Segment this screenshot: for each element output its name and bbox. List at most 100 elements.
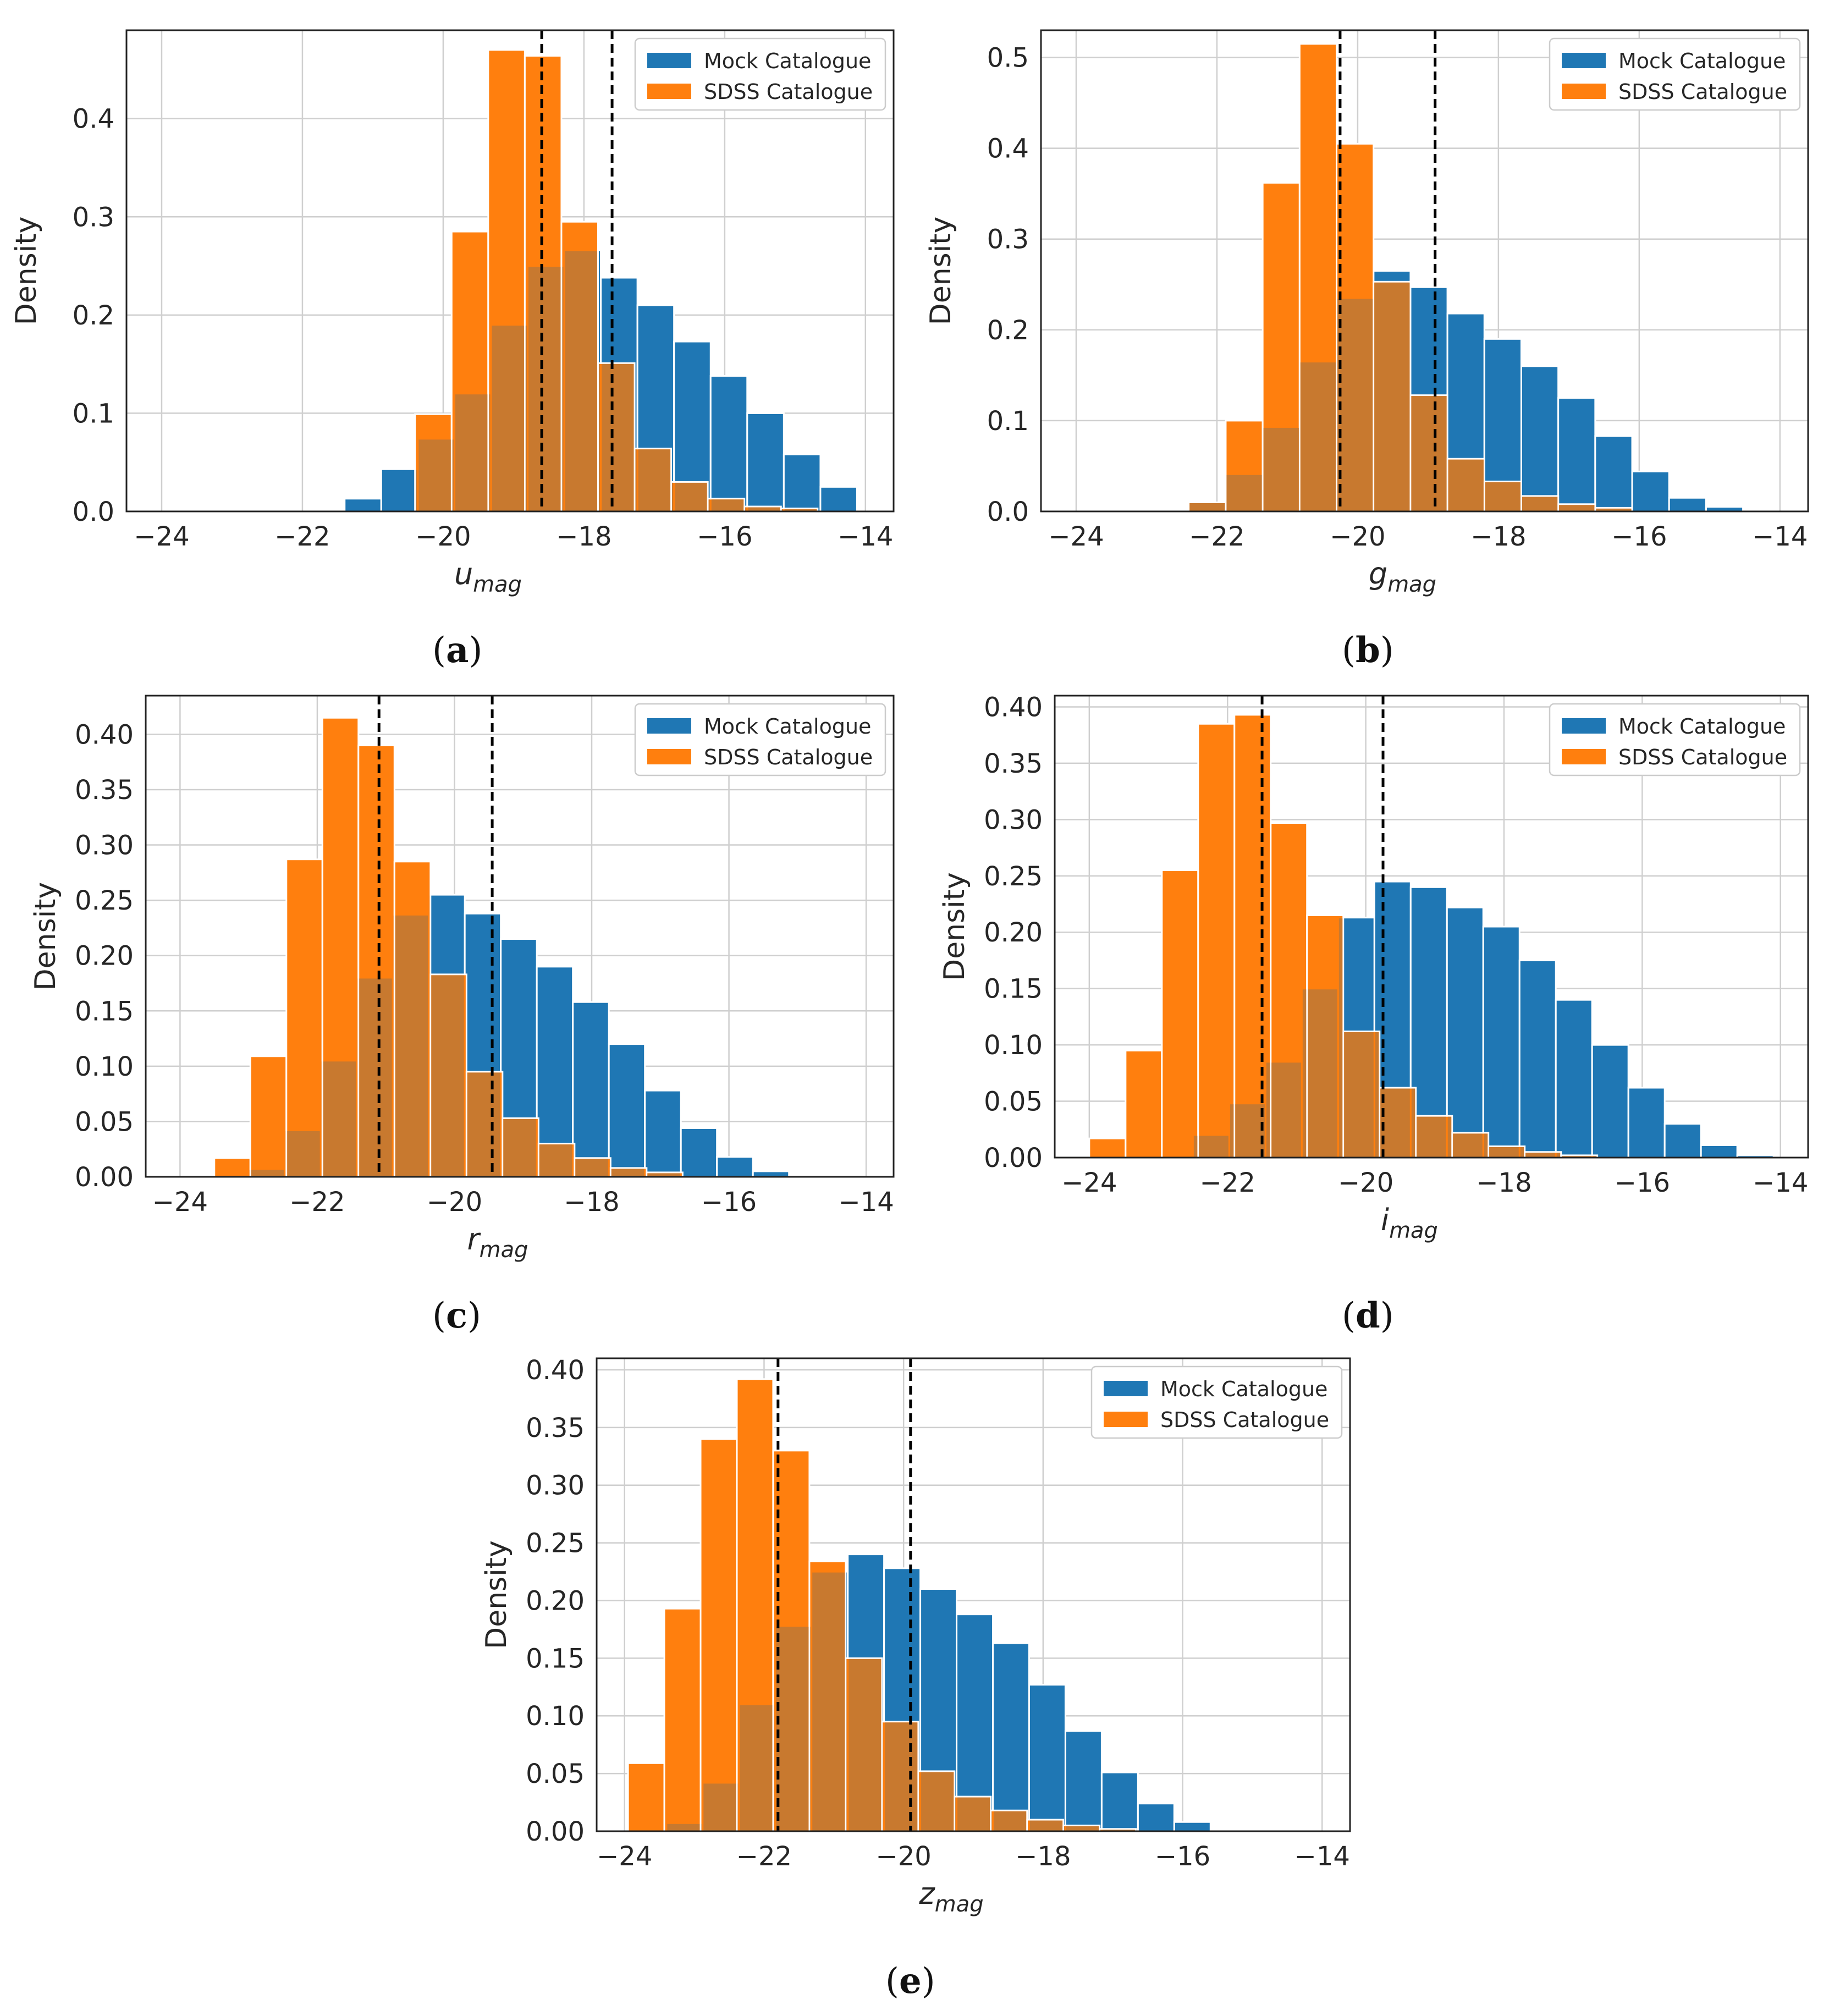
mock-bar	[752, 1170, 790, 1178]
overlap-bar	[638, 449, 671, 511]
y-tick-label: 0.20	[984, 917, 1043, 948]
sdss-bar	[1197, 723, 1236, 1159]
sdss-bar	[699, 1438, 738, 1832]
legend: Mock Catalogue SDSS Catalogue	[1549, 37, 1801, 111]
overlap-bar	[492, 326, 524, 511]
mock-bar	[1668, 497, 1707, 513]
histogram-i-mag: −24 −22 −20 −18 −16 −14 0.00 0.05 0.10 0.15 0.20 0.…	[938, 692, 1809, 1243]
caption-c-label: c	[445, 1295, 467, 1336]
overlap-bar	[994, 1811, 1027, 1831]
panel-a: −24 −22 −20 −18 −16 −14 0.0 0.1 0.2 0.3 0.4 Density…	[0, 0, 915, 638]
x-axis-label-sub: mag	[1389, 1218, 1438, 1243]
bars	[213, 717, 790, 1178]
overlap-bar	[711, 499, 744, 511]
legend: Mock Catalogue SDSS Catalogue	[1090, 1365, 1343, 1439]
x-tick-label: −22	[1200, 1167, 1255, 1198]
y-tick-label: 0.25	[526, 1528, 585, 1559]
sdss-bar	[1125, 1049, 1163, 1159]
overlap-bar	[667, 1824, 700, 1831]
mock-bar	[716, 1156, 754, 1178]
overlap-bar	[1417, 1116, 1446, 1158]
overlap-bar	[611, 1169, 644, 1177]
overlap-bar	[1520, 1147, 1524, 1158]
x-tick-label: −14	[838, 521, 893, 552]
legend-label-mock: Mock Catalogue	[1618, 49, 1786, 73]
legend-label-mock: Mock Catalogue	[704, 49, 871, 73]
overlap-bar	[418, 439, 451, 511]
overlap-bar	[416, 470, 417, 511]
caption-b: (b)	[1342, 630, 1394, 671]
legend-label-sdss: SDSS Catalogue	[704, 745, 873, 769]
y-tick-label: 0.15	[984, 974, 1043, 1005]
y-tick-label: 0.25	[75, 885, 134, 916]
y-tick-label: 0.35	[75, 775, 134, 806]
overlap-bar	[781, 509, 783, 511]
mock-bar	[1663, 1123, 1702, 1159]
x-axis-label: imag	[1381, 1203, 1438, 1243]
sdss-bar	[1161, 869, 1199, 1159]
mock-bar	[1064, 1730, 1103, 1832]
mock-bar	[1409, 886, 1448, 1159]
mock-bar	[1137, 1803, 1175, 1832]
plot-border	[125, 29, 895, 513]
plot-border	[145, 695, 895, 1178]
x-tick-label: −22	[289, 1187, 345, 1218]
overlap-bar	[1193, 1136, 1198, 1158]
y-axis-label: Density	[938, 872, 971, 981]
x-axis-label-sub: mag	[480, 1237, 528, 1263]
mock-bar	[1173, 1821, 1211, 1832]
overlap-bar	[602, 363, 634, 511]
y-tick-label: 0.10	[984, 1030, 1043, 1061]
x-tick-label: −16	[1155, 1841, 1210, 1872]
legend: Mock Catalogue SDSS Catalogue	[634, 703, 886, 776]
plot-border	[1054, 695, 1809, 1159]
overlap-bar	[1066, 1826, 1099, 1831]
y-tick-label: 0.30	[75, 830, 134, 861]
y-tick-label: 0.1	[73, 398, 114, 429]
overlap-bar	[1266, 1062, 1270, 1158]
x-axis-label-main: i	[1381, 1203, 1389, 1237]
x-tick-label: −24	[134, 521, 189, 552]
overlap-bar	[359, 978, 392, 1177]
legend-label-mock: Mock Catalogue	[704, 714, 871, 739]
overlap-bar	[846, 1659, 847, 1831]
panel-d: −24 −22 −20 −18 −16 −14 0.00 0.05 0.10 0.15 0.20 0.…	[915, 671, 1829, 1303]
overlap-bar	[955, 1797, 956, 1831]
legend-swatch-mock	[1104, 1381, 1148, 1396]
overlap-bar	[1199, 1136, 1228, 1158]
y-tick-label: 0.35	[984, 748, 1043, 779]
x-tick-label: −16	[1611, 521, 1667, 552]
histogram-g-mag: −24 −22 −20 −18 −16 −14 0.0 0.1 0.2 0.3 0.4 0.5 Dens…	[924, 29, 1809, 597]
mock-bar	[344, 498, 382, 513]
bars	[1088, 714, 1775, 1159]
x-axis-label-sub: mag	[935, 1892, 984, 1917]
overlap-bar	[784, 509, 817, 511]
overlap-bar	[287, 1131, 320, 1177]
y-axis-label: Density	[924, 217, 957, 326]
mock-bar	[783, 453, 822, 513]
overlap-bar	[737, 1783, 739, 1831]
overlap-bar	[647, 1173, 680, 1177]
caption-d: (d)	[1342, 1295, 1394, 1336]
y-tick-label: 0.05	[984, 1087, 1043, 1117]
y-axis-label: Density	[10, 217, 43, 326]
overlap-bar	[708, 499, 710, 511]
x-axis-label-sub: mag	[473, 572, 522, 597]
overlap-bar	[1300, 362, 1336, 511]
legend-label-sdss: SDSS Catalogue	[1618, 80, 1787, 104]
legend: Mock Catalogue SDSS Catalogue	[634, 37, 886, 111]
x-axis-label-main: z	[918, 1876, 935, 1911]
overlap-bar	[1230, 1104, 1234, 1158]
sdss-bar	[249, 1055, 288, 1178]
x-tick-label: −18	[1476, 1167, 1531, 1198]
mock-bar	[1446, 906, 1484, 1159]
legend-frame	[1549, 37, 1801, 111]
overlap-bar	[1344, 1032, 1374, 1158]
y-tick-label: 0.15	[526, 1643, 585, 1674]
overlap-bar	[1411, 1088, 1415, 1158]
y-tick-label: 0.3	[987, 224, 1029, 255]
overlap-bar	[575, 1159, 608, 1177]
x-tick-label: −20	[1338, 1167, 1393, 1198]
x-axis-label-main: r	[467, 1222, 481, 1257]
mock-bar	[1482, 926, 1521, 1159]
